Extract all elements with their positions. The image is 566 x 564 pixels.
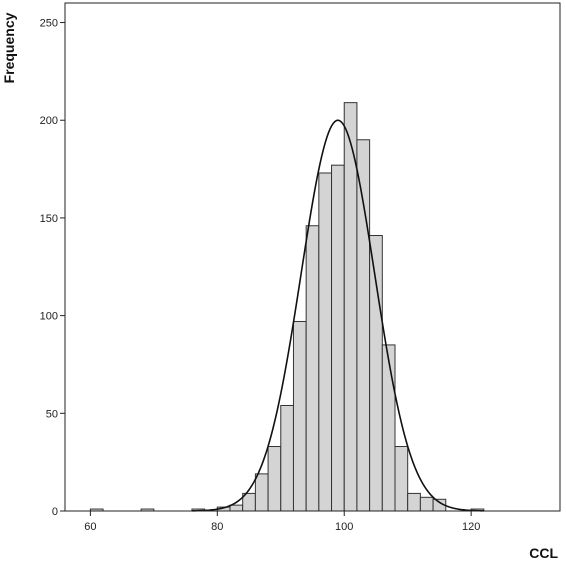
y-axis: 0 50 100 150 200 250: [40, 18, 65, 518]
histogram-bar: [419, 496, 434, 512]
histogram-bars: [89, 102, 485, 512]
histogram-bar: [267, 446, 282, 512]
histogram-bar: [394, 446, 409, 512]
histogram-bar: [369, 235, 383, 512]
histogram-bar: [331, 164, 345, 512]
x-tick-label: 120: [462, 521, 480, 533]
histogram-bar: [381, 344, 396, 512]
histogram-bar: [292, 320, 307, 512]
histogram-bar: [280, 404, 294, 512]
y-tick-label: 100: [40, 311, 58, 323]
x-tick-label: 100: [335, 521, 353, 533]
y-tick-label: 200: [40, 115, 58, 127]
plot-frame: [64, 2, 561, 512]
y-tick-label: 0: [52, 506, 58, 518]
histogram-bar: [305, 225, 320, 512]
histogram-bar: [229, 504, 244, 512]
y-tick-label: 50: [46, 408, 58, 420]
normal-curve: [191, 119, 484, 512]
histogram-bar: [356, 139, 371, 512]
histogram-bar: [407, 492, 421, 512]
x-axis: 60 80 100 120: [84, 511, 480, 533]
y-tick-label: 250: [40, 18, 58, 30]
histogram-bar: [318, 172, 333, 512]
y-axis-title: Frequency: [1, 12, 17, 83]
x-tick-label: 80: [211, 521, 223, 533]
y-tick-label: 150: [40, 213, 58, 225]
histogram-bar: [254, 473, 269, 512]
x-tick-label: 60: [84, 521, 96, 533]
x-axis-title: CCL: [529, 545, 558, 561]
